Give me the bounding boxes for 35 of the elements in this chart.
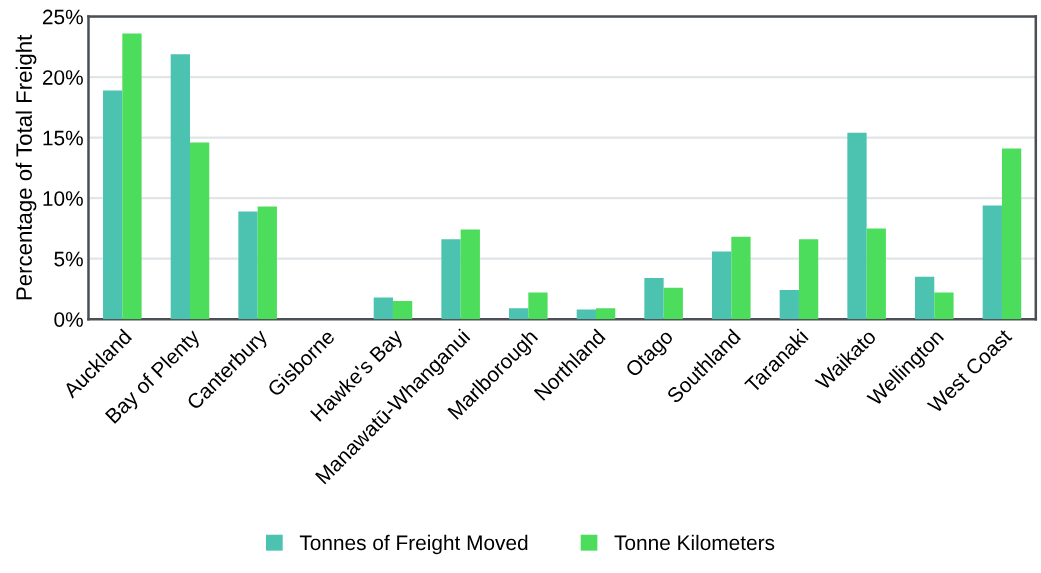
bar <box>731 236 751 320</box>
bar <box>238 211 258 320</box>
bar <box>373 297 393 320</box>
bar <box>576 309 596 320</box>
bar <box>528 292 548 320</box>
bar <box>798 239 819 320</box>
y-tick-label: 10% <box>43 191 83 206</box>
legend-label: Tonnes of Freight Moved <box>299 534 528 555</box>
bar <box>392 301 413 320</box>
y-tick-label: 15% <box>43 130 83 146</box>
bar <box>189 142 210 320</box>
bar <box>915 276 935 320</box>
bar <box>663 287 683 320</box>
bar <box>866 228 886 320</box>
y-tick-label: 25% <box>42 9 83 25</box>
bar <box>1001 148 1022 320</box>
bar <box>934 292 954 320</box>
bar <box>103 90 123 320</box>
bar <box>982 205 1002 320</box>
bar <box>712 251 732 320</box>
bar <box>170 54 190 320</box>
legend-label: Tonne Kilometers <box>614 534 775 551</box>
y-tick-label: 5% <box>54 251 83 267</box>
bar <box>257 206 277 320</box>
bar <box>509 308 529 320</box>
y-tick-label: 20% <box>42 70 83 85</box>
bar <box>595 308 616 320</box>
bar <box>847 132 867 320</box>
bar <box>644 278 664 320</box>
y-axis-title: Percentage of Total Freight <box>15 34 37 300</box>
bar <box>441 239 461 320</box>
bar <box>122 33 142 320</box>
bar <box>779 290 799 320</box>
bar <box>460 229 480 320</box>
y-tick-label: 0% <box>54 312 83 327</box>
